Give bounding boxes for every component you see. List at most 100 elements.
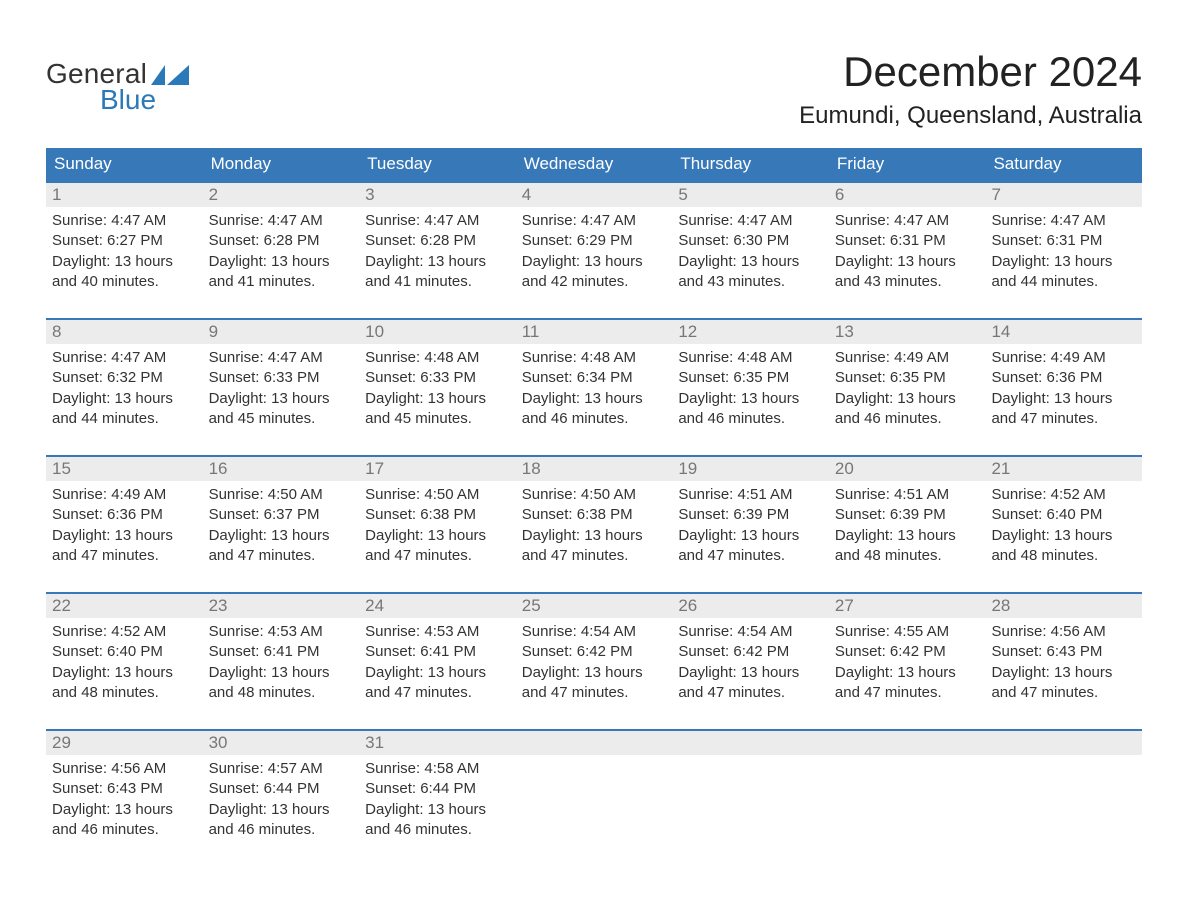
sunrise-text: Sunrise: 4:47 AM (52, 211, 197, 231)
day-number: 7 (985, 183, 1142, 207)
daylight-text-1: Daylight: 13 hours (991, 252, 1136, 272)
calendar-day (672, 731, 829, 852)
daylight-text-2: and 43 minutes. (678, 272, 823, 292)
day-details: Sunrise: 4:50 AMSunset: 6:37 PMDaylight:… (203, 481, 360, 566)
day-details: Sunrise: 4:47 AMSunset: 6:29 PMDaylight:… (516, 207, 673, 292)
daylight-text-1: Daylight: 13 hours (522, 663, 667, 683)
daylight-text-1: Daylight: 13 hours (209, 252, 354, 272)
daylight-text-2: and 48 minutes. (835, 546, 980, 566)
sunset-text: Sunset: 6:40 PM (52, 642, 197, 662)
sunset-text: Sunset: 6:31 PM (835, 231, 980, 251)
calendar-day (829, 731, 986, 852)
daylight-text-1: Daylight: 13 hours (835, 252, 980, 272)
sunrise-text: Sunrise: 4:53 AM (209, 622, 354, 642)
day-number: 29 (46, 731, 203, 755)
calendar-week: 8Sunrise: 4:47 AMSunset: 6:32 PMDaylight… (46, 318, 1142, 441)
day-number: 26 (672, 594, 829, 618)
daylight-text-2: and 46 minutes. (365, 820, 510, 840)
day-number: 4 (516, 183, 673, 207)
day-details: Sunrise: 4:56 AMSunset: 6:43 PMDaylight:… (46, 755, 203, 840)
sunset-text: Sunset: 6:39 PM (835, 505, 980, 525)
sunset-text: Sunset: 6:33 PM (209, 368, 354, 388)
day-number: 14 (985, 320, 1142, 344)
day-details (985, 755, 1142, 819)
sunset-text: Sunset: 6:29 PM (522, 231, 667, 251)
daylight-text-1: Daylight: 13 hours (678, 389, 823, 409)
day-number: 2 (203, 183, 360, 207)
dow-saturday: Saturday (985, 148, 1142, 181)
day-number: 13 (829, 320, 986, 344)
sunset-text: Sunset: 6:36 PM (991, 368, 1136, 388)
calendar: Sunday Monday Tuesday Wednesday Thursday… (46, 148, 1142, 852)
sunset-text: Sunset: 6:40 PM (991, 505, 1136, 525)
day-number (829, 731, 986, 755)
day-number: 17 (359, 457, 516, 481)
day-number: 12 (672, 320, 829, 344)
title-block: December 2024 Eumundi, Queensland, Austr… (799, 40, 1142, 130)
calendar-week: 1Sunrise: 4:47 AMSunset: 6:27 PMDaylight… (46, 181, 1142, 304)
sunrise-text: Sunrise: 4:47 AM (209, 348, 354, 368)
daylight-text-1: Daylight: 13 hours (365, 526, 510, 546)
calendar-day: 3Sunrise: 4:47 AMSunset: 6:28 PMDaylight… (359, 183, 516, 304)
sunrise-text: Sunrise: 4:54 AM (678, 622, 823, 642)
sunrise-text: Sunrise: 4:55 AM (835, 622, 980, 642)
calendar-day: 16Sunrise: 4:50 AMSunset: 6:37 PMDayligh… (203, 457, 360, 578)
day-number: 19 (672, 457, 829, 481)
sunset-text: Sunset: 6:43 PM (991, 642, 1136, 662)
sunset-text: Sunset: 6:43 PM (52, 779, 197, 799)
daylight-text-1: Daylight: 13 hours (835, 663, 980, 683)
daylight-text-1: Daylight: 13 hours (991, 663, 1136, 683)
daylight-text-2: and 47 minutes. (365, 683, 510, 703)
sunset-text: Sunset: 6:42 PM (522, 642, 667, 662)
day-details: Sunrise: 4:47 AMSunset: 6:31 PMDaylight:… (829, 207, 986, 292)
day-number: 16 (203, 457, 360, 481)
day-details: Sunrise: 4:47 AMSunset: 6:28 PMDaylight:… (359, 207, 516, 292)
sunrise-text: Sunrise: 4:47 AM (991, 211, 1136, 231)
sunrise-text: Sunrise: 4:53 AM (365, 622, 510, 642)
sunset-text: Sunset: 6:31 PM (991, 231, 1136, 251)
day-details (516, 755, 673, 819)
day-details: Sunrise: 4:47 AMSunset: 6:32 PMDaylight:… (46, 344, 203, 429)
daylight-text-1: Daylight: 13 hours (835, 526, 980, 546)
day-details: Sunrise: 4:47 AMSunset: 6:33 PMDaylight:… (203, 344, 360, 429)
daylight-text-1: Daylight: 13 hours (209, 389, 354, 409)
calendar-day: 11Sunrise: 4:48 AMSunset: 6:34 PMDayligh… (516, 320, 673, 441)
sunset-text: Sunset: 6:44 PM (209, 779, 354, 799)
sunset-text: Sunset: 6:35 PM (678, 368, 823, 388)
calendar-week: 22Sunrise: 4:52 AMSunset: 6:40 PMDayligh… (46, 592, 1142, 715)
day-details: Sunrise: 4:47 AMSunset: 6:28 PMDaylight:… (203, 207, 360, 292)
daylight-text-2: and 47 minutes. (365, 546, 510, 566)
sunset-text: Sunset: 6:44 PM (365, 779, 510, 799)
daylight-text-1: Daylight: 13 hours (52, 389, 197, 409)
day-details: Sunrise: 4:51 AMSunset: 6:39 PMDaylight:… (829, 481, 986, 566)
sunrise-text: Sunrise: 4:47 AM (835, 211, 980, 231)
calendar-day: 21Sunrise: 4:52 AMSunset: 6:40 PMDayligh… (985, 457, 1142, 578)
daylight-text-2: and 40 minutes. (52, 272, 197, 292)
day-number: 18 (516, 457, 673, 481)
sunset-text: Sunset: 6:42 PM (678, 642, 823, 662)
daylight-text-2: and 48 minutes. (209, 683, 354, 703)
sunrise-text: Sunrise: 4:54 AM (522, 622, 667, 642)
calendar-day: 9Sunrise: 4:47 AMSunset: 6:33 PMDaylight… (203, 320, 360, 441)
dow-monday: Monday (203, 148, 360, 181)
calendar-day: 31Sunrise: 4:58 AMSunset: 6:44 PMDayligh… (359, 731, 516, 852)
calendar-day: 14Sunrise: 4:49 AMSunset: 6:36 PMDayligh… (985, 320, 1142, 441)
sunrise-text: Sunrise: 4:50 AM (522, 485, 667, 505)
calendar-day: 30Sunrise: 4:57 AMSunset: 6:44 PMDayligh… (203, 731, 360, 852)
day-number: 30 (203, 731, 360, 755)
day-number: 20 (829, 457, 986, 481)
daylight-text-2: and 47 minutes. (52, 546, 197, 566)
daylight-text-1: Daylight: 13 hours (209, 800, 354, 820)
calendar-day: 15Sunrise: 4:49 AMSunset: 6:36 PMDayligh… (46, 457, 203, 578)
day-details: Sunrise: 4:47 AMSunset: 6:31 PMDaylight:… (985, 207, 1142, 292)
daylight-text-2: and 47 minutes. (835, 683, 980, 703)
day-details: Sunrise: 4:57 AMSunset: 6:44 PMDaylight:… (203, 755, 360, 840)
sunrise-text: Sunrise: 4:48 AM (678, 348, 823, 368)
daylight-text-2: and 47 minutes. (991, 409, 1136, 429)
day-number: 23 (203, 594, 360, 618)
calendar-day: 25Sunrise: 4:54 AMSunset: 6:42 PMDayligh… (516, 594, 673, 715)
daylight-text-1: Daylight: 13 hours (522, 389, 667, 409)
day-number: 9 (203, 320, 360, 344)
dow-tuesday: Tuesday (359, 148, 516, 181)
day-number (672, 731, 829, 755)
